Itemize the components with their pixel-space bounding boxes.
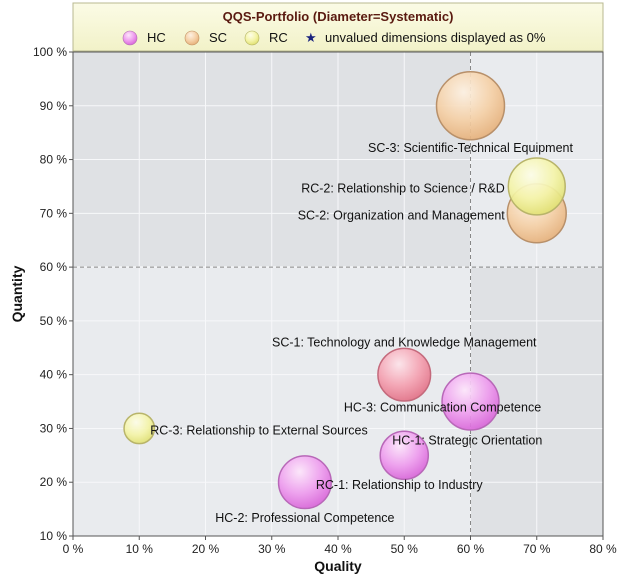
y-tick-label: 60 %	[40, 260, 68, 274]
bubble-label-rc-2: RC-2: Relationship to Science / R&D	[301, 181, 505, 195]
legend-item-rc[interactable]: RC	[244, 30, 288, 46]
bubble-sc-1[interactable]	[377, 347, 432, 402]
chart-title: QQS-Portfolio (Diameter=Systematic)	[223, 9, 454, 24]
legend-swatch-rc	[244, 30, 260, 46]
bubble-label-hc-2: HC-2: Professional Competence	[215, 511, 394, 525]
y-tick-label: 50 %	[40, 314, 68, 328]
bubble-label-sc-1: SC-1: Technology and Knowledge Managemen…	[272, 336, 537, 350]
legend-note: unvalued dimensions displayed as 0%	[325, 30, 546, 45]
legend-item-sc[interactable]: SC	[184, 30, 227, 46]
bubble-labels: SC-3: Scientific-Technical Equipment RC-2…	[150, 141, 573, 525]
x-tick-label: 60 %	[457, 542, 485, 556]
legend-swatch-sc	[184, 30, 200, 46]
bubble-hc-2[interactable]	[277, 455, 332, 510]
bubble-hc-1[interactable]	[379, 430, 430, 481]
star-icon: ★	[305, 30, 317, 45]
legend-label-rc: RC	[269, 30, 288, 45]
bubbles	[123, 71, 567, 510]
bubble-rc-3[interactable]	[123, 412, 156, 445]
bubble-rc-2[interactable]	[507, 157, 566, 216]
y-tick-label: 30 %	[40, 421, 68, 435]
legend-box	[72, 2, 604, 52]
bubble-label-hc-3: HC-3: Communication Competence	[344, 401, 541, 415]
y-tick-label: 90 %	[40, 99, 68, 113]
y-tick-label: 40 %	[40, 368, 68, 382]
bubble-label-sc-3: SC-3: Scientific-Technical Equipment	[368, 141, 573, 155]
x-tick-label: 80 %	[589, 542, 617, 556]
bubble-sc-3[interactable]	[435, 71, 506, 141]
y-tick-label: 70 %	[40, 206, 68, 220]
legend-swatch-hc	[122, 30, 138, 46]
x-tick-label: 50 %	[391, 542, 419, 556]
legend-label-hc: HC	[147, 30, 166, 45]
bubble-label-sc-2: SC-2: Organization and Management	[298, 208, 506, 222]
bubble-label-rc-1: RC-1: Relationship to Industry	[316, 478, 483, 492]
x-tick-label: 0 %	[63, 542, 84, 556]
bubble-hc-3[interactable]	[441, 372, 500, 431]
legend: QQS-Portfolio (Diameter=Systematic) HC S…	[72, 2, 604, 52]
x-tick-label: 40 %	[324, 542, 352, 556]
x-tick-label: 10 %	[126, 542, 154, 556]
bubble-label-rc-3: RC-3: Relationship to External Sources	[150, 423, 367, 437]
legend-item-hc[interactable]: HC	[122, 30, 166, 46]
y-tick-label: 100 %	[33, 45, 67, 59]
x-axis-title: Quality	[314, 558, 362, 574]
x-tick-label: 70 %	[523, 542, 551, 556]
y-axis-title: Quantity	[9, 265, 25, 322]
x-tick-label: 30 %	[258, 542, 286, 556]
y-tick-label: 10 %	[40, 529, 68, 543]
y-tick-label: 20 %	[40, 475, 68, 489]
x-axis-ticks: 0 % 10 % 20 % 30 % 40 % 50 % 60 % 70 % 80 %	[63, 536, 617, 556]
bubble-label-hc-1: HC-1: Strategic Orientation	[392, 433, 542, 447]
x-tick-label: 20 %	[192, 542, 220, 556]
legend-label-sc: SC	[209, 30, 227, 45]
y-tick-label: 80 %	[40, 153, 68, 167]
y-axis-ticks: 10 % 20 % 30 % 40 % 50 % 60 % 70 % 80 % 90 % 100 …	[33, 45, 73, 543]
